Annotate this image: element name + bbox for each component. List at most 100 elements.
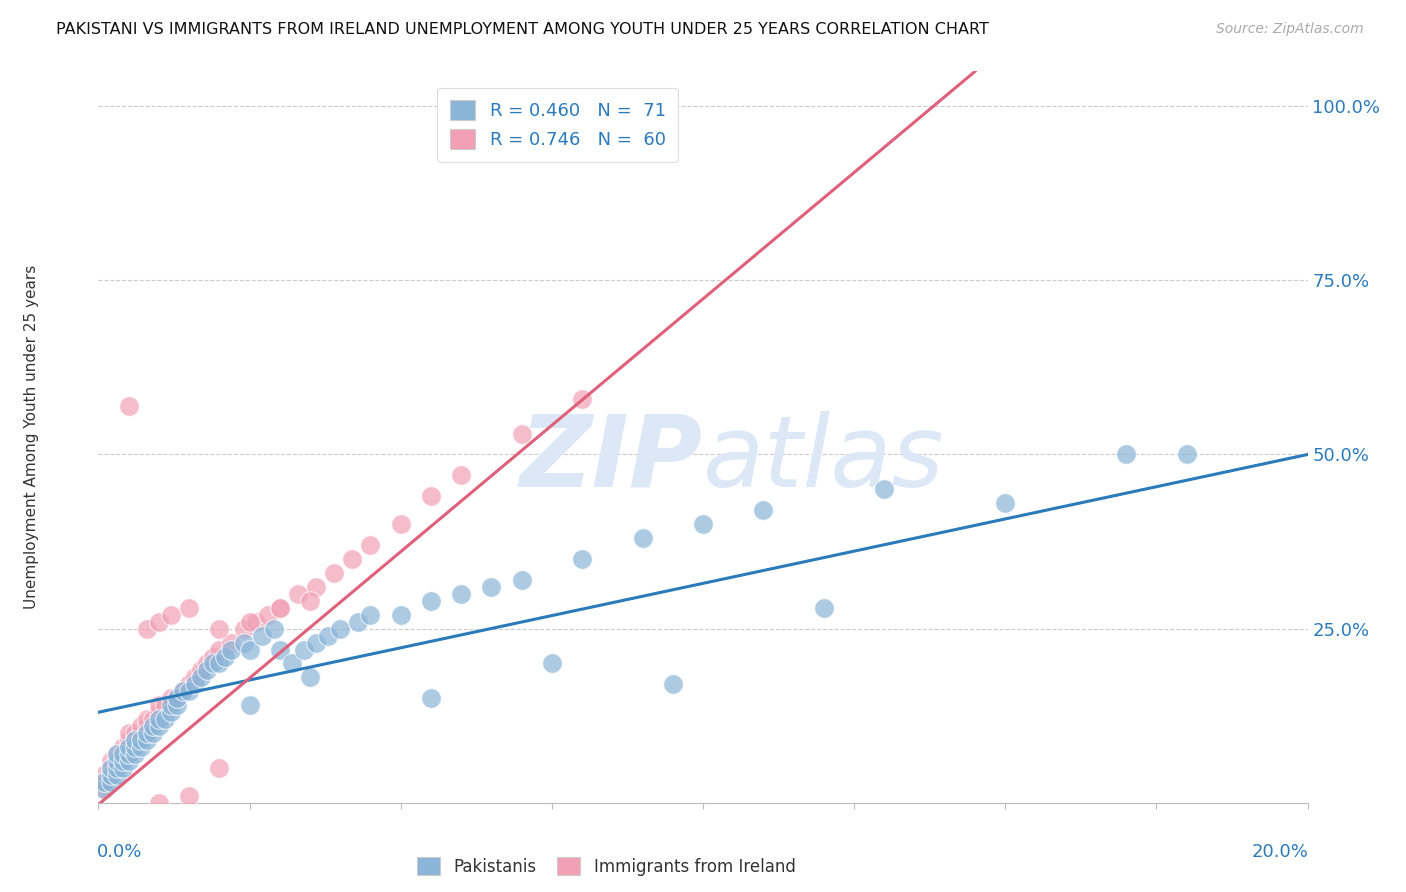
- Text: PAKISTANI VS IMMIGRANTS FROM IRELAND UNEMPLOYMENT AMONG YOUTH UNDER 25 YEARS COR: PAKISTANI VS IMMIGRANTS FROM IRELAND UNE…: [56, 22, 988, 37]
- Point: [1115, 448, 1137, 462]
- Point: [111, 747, 134, 761]
- Point: [129, 719, 152, 733]
- Point: [389, 607, 412, 622]
- Point: [100, 775, 122, 789]
- Point: [329, 622, 352, 636]
- Point: [124, 726, 146, 740]
- Point: [166, 691, 188, 706]
- Point: [148, 615, 170, 629]
- Text: 20.0%: 20.0%: [1251, 843, 1309, 861]
- Point: [148, 796, 170, 810]
- Legend: Pakistanis, Immigrants from Ireland: Pakistanis, Immigrants from Ireland: [411, 850, 801, 882]
- Point: [221, 635, 243, 649]
- Point: [450, 468, 472, 483]
- Point: [93, 781, 115, 796]
- Point: [208, 622, 231, 636]
- Point: [221, 642, 243, 657]
- Point: [93, 775, 115, 789]
- Point: [202, 657, 225, 671]
- Point: [208, 657, 231, 671]
- Point: [100, 768, 122, 782]
- Point: [135, 712, 157, 726]
- Point: [111, 740, 134, 755]
- Point: [172, 684, 194, 698]
- Point: [160, 691, 183, 706]
- Point: [135, 733, 157, 747]
- Point: [239, 698, 262, 713]
- Text: atlas: atlas: [703, 410, 945, 508]
- Point: [105, 754, 128, 768]
- Point: [179, 677, 201, 691]
- Point: [142, 719, 165, 733]
- Point: [160, 698, 183, 713]
- Point: [124, 733, 146, 747]
- Point: [239, 615, 262, 629]
- Point: [316, 629, 339, 643]
- Point: [692, 517, 714, 532]
- Point: [662, 677, 685, 691]
- Point: [124, 740, 146, 755]
- Point: [631, 531, 654, 545]
- Point: [305, 635, 328, 649]
- Point: [239, 642, 262, 657]
- Point: [813, 600, 835, 615]
- Point: [571, 392, 593, 406]
- Point: [153, 712, 176, 726]
- Point: [347, 615, 370, 629]
- Point: [105, 761, 128, 775]
- Point: [994, 496, 1017, 510]
- Point: [118, 740, 141, 755]
- Point: [124, 747, 146, 761]
- Point: [263, 622, 285, 636]
- Point: [118, 754, 141, 768]
- Point: [323, 566, 346, 580]
- Point: [195, 664, 218, 678]
- Point: [93, 775, 115, 789]
- Point: [179, 789, 201, 803]
- Point: [269, 642, 291, 657]
- Point: [299, 670, 322, 684]
- Point: [105, 761, 128, 775]
- Point: [190, 670, 212, 684]
- Point: [129, 740, 152, 755]
- Point: [420, 489, 443, 503]
- Point: [510, 426, 533, 441]
- Point: [269, 600, 291, 615]
- Point: [100, 761, 122, 775]
- Point: [129, 726, 152, 740]
- Point: [148, 698, 170, 713]
- Point: [100, 754, 122, 768]
- Point: [129, 733, 152, 747]
- Point: [540, 657, 562, 671]
- Point: [153, 698, 176, 713]
- Text: Unemployment Among Youth under 25 years: Unemployment Among Youth under 25 years: [24, 265, 39, 609]
- Point: [172, 684, 194, 698]
- Point: [250, 629, 273, 643]
- Point: [202, 649, 225, 664]
- Point: [135, 726, 157, 740]
- Point: [184, 677, 207, 691]
- Point: [256, 607, 278, 622]
- Point: [195, 657, 218, 671]
- Point: [190, 664, 212, 678]
- Point: [420, 594, 443, 608]
- Point: [305, 580, 328, 594]
- Point: [184, 670, 207, 684]
- Point: [510, 573, 533, 587]
- Point: [105, 747, 128, 761]
- Point: [245, 615, 267, 629]
- Point: [232, 622, 254, 636]
- Text: 0.0%: 0.0%: [97, 843, 142, 861]
- Point: [148, 712, 170, 726]
- Point: [118, 740, 141, 755]
- Point: [287, 587, 309, 601]
- Point: [118, 747, 141, 761]
- Point: [232, 635, 254, 649]
- Point: [148, 719, 170, 733]
- Point: [118, 726, 141, 740]
- Point: [148, 705, 170, 719]
- Point: [105, 747, 128, 761]
- Point: [142, 712, 165, 726]
- Point: [299, 594, 322, 608]
- Text: ZIP: ZIP: [520, 410, 703, 508]
